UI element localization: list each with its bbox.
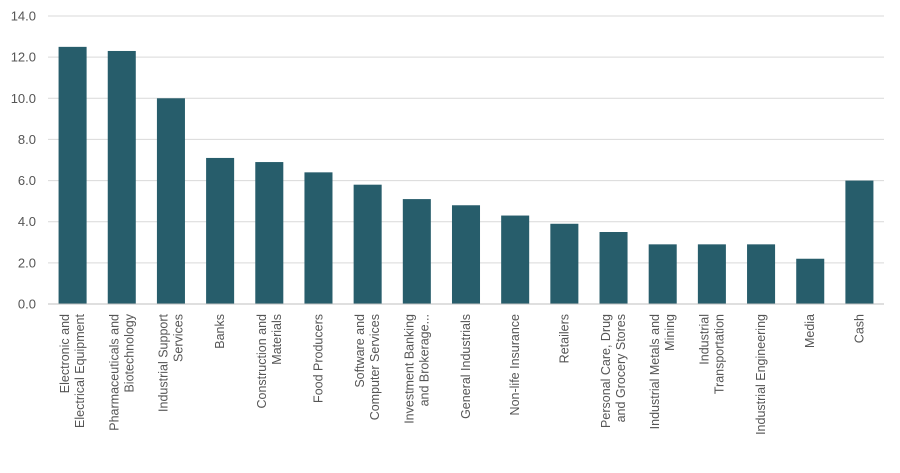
bar: [156, 98, 185, 305]
y-tick-label: 14.0: [11, 9, 36, 24]
bar: [255, 162, 284, 304]
x-tick-label: Investment Banking and Brokerage...: [402, 314, 431, 424]
x-axis-ticks: Electronic and Electrical Equipment Pharma…: [58, 313, 866, 435]
x-tick-label-line: Mining: [663, 314, 677, 351]
x-tick-label-line: Computer Services: [368, 314, 382, 420]
x-tick-label-line: Industrial Engineering: [754, 314, 768, 435]
bar: [697, 244, 726, 304]
x-tick-label: Pharmaceuticals and Biotechnology: [107, 313, 136, 430]
x-tick-label-line: Electrical Equipment: [73, 313, 87, 427]
x-tick-label: Retailers: [557, 314, 571, 363]
x-tick-label: Cash: [852, 314, 866, 343]
bars: [58, 46, 874, 305]
x-tick-label-line: Industrial Metals and: [648, 314, 662, 429]
bar: [796, 258, 825, 304]
x-tick-label: Food Producers: [311, 314, 325, 403]
bar: [58, 46, 87, 304]
x-tick-label: Industrial Support Services: [156, 313, 185, 412]
bar: [402, 199, 431, 304]
y-tick-label: 10.0: [11, 91, 36, 106]
y-tick-label: 8.0: [18, 132, 36, 147]
bar: [304, 172, 333, 304]
x-tick-label-line: Food Producers: [311, 314, 325, 403]
x-tick-label-line: Biotechnology: [122, 313, 136, 392]
x-tick-label-line: Non-life Insurance: [508, 314, 522, 415]
x-tick-label-line: General Industrials: [459, 314, 473, 419]
x-tick-label: Construction and Materials: [255, 314, 284, 409]
x-tick-label: Software and Computer Services: [353, 314, 382, 420]
y-tick-label: 4.0: [18, 214, 36, 229]
y-tick-label: 6.0: [18, 173, 36, 188]
x-tick-label-line: Retailers: [557, 314, 571, 363]
x-tick-label-line: Services: [171, 314, 185, 362]
x-tick-label-line: Construction and: [255, 314, 269, 409]
x-tick-label: Industrial Metals and Mining: [648, 314, 677, 429]
bar: [451, 205, 481, 304]
bar: [206, 157, 235, 304]
y-tick-label: 2.0: [18, 255, 36, 270]
bar: [845, 180, 874, 304]
bar: [599, 232, 628, 304]
y-tick-label: 0.0: [18, 297, 36, 312]
x-tick-label-line: Electronic and: [58, 314, 72, 393]
x-tick-label: Media: [803, 314, 817, 348]
x-tick-label-line: Transportation: [712, 314, 726, 394]
x-tick-label-line: Industrial: [697, 314, 711, 365]
bar: [353, 184, 382, 304]
y-tick-label: 12.0: [11, 50, 36, 65]
y-axis-ticks: 0.0 2.0 4.0 6.0 8.0 10.0 12.0 14.0: [11, 9, 36, 312]
x-tick-label: Industrial Transportation: [697, 314, 726, 394]
x-tick-label-line: and Brokerage...: [417, 314, 431, 406]
x-tick-label-line: Media: [803, 314, 817, 348]
x-tick-label-line: Industrial Support: [156, 313, 170, 412]
x-tick-label-line: Personal Care, Drug: [599, 314, 613, 428]
x-tick-label: Banks: [213, 314, 227, 349]
gridlines: [48, 15, 884, 264]
x-tick-label-line: and Grocery Stores: [614, 314, 628, 422]
bar: [501, 215, 530, 304]
bar: [550, 223, 579, 304]
x-tick-label-line: Software and: [353, 314, 367, 388]
x-tick-label: General Industrials: [459, 314, 473, 419]
x-tick-label: Non-life Insurance: [508, 314, 522, 415]
x-tick-label: Personal Care, Drug and Grocery Stores: [599, 314, 628, 428]
bar: [107, 50, 136, 304]
x-tick-label: Industrial Engineering: [754, 314, 768, 435]
bar: [648, 244, 677, 304]
x-tick-label: Electronic and Electrical Equipment: [58, 313, 87, 427]
x-tick-label-line: Materials: [270, 314, 284, 365]
x-tick-label-line: Banks: [213, 314, 227, 349]
bar: [747, 244, 776, 304]
x-tick-label-line: Investment Banking: [402, 314, 416, 424]
x-tick-label-line: Pharmaceuticals and: [107, 314, 121, 431]
x-tick-label-line: Cash: [852, 314, 866, 343]
